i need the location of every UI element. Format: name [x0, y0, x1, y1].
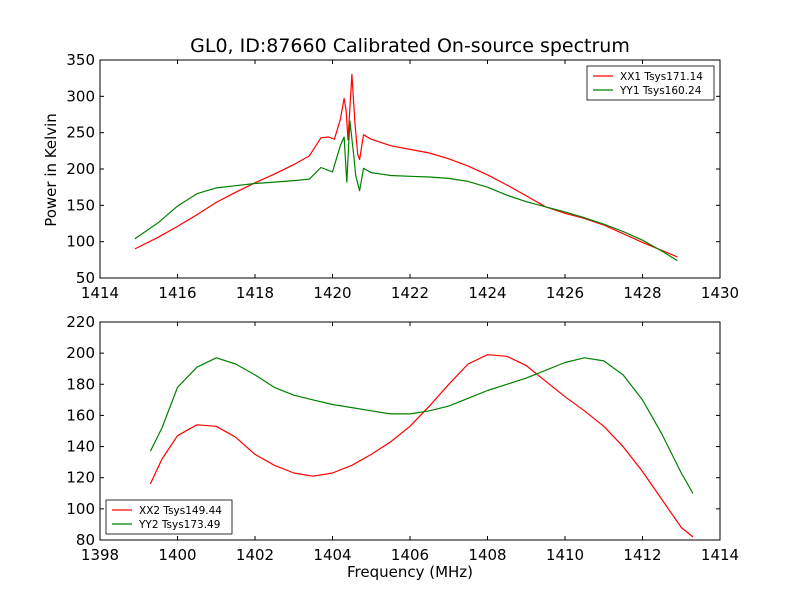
legend-label: XX2 Tsys149.44 [139, 505, 222, 517]
y-tick-label: 180 [66, 375, 95, 393]
x-tick-label: 1420 [313, 284, 351, 302]
x-tick-label: 1414 [701, 546, 739, 564]
plot-frame [99, 321, 721, 541]
y-tick-label: 150 [66, 196, 95, 214]
legend: XX1 Tsys171.14 YY1 Tsys160.24 [586, 65, 715, 101]
x-tick-label: 1430 [701, 284, 739, 302]
series-layer [149, 354, 694, 538]
y-tick-label: 220 [66, 313, 95, 331]
x-tick-label: 1418 [236, 284, 274, 302]
plot-frame [99, 59, 721, 279]
bottom-spectrum-panel: Frequency (MHz) 1398 1400 1402 1404 1406 1408… [66, 313, 739, 581]
y-tick-label: 200 [66, 160, 95, 178]
y-tick-label: 200 [66, 344, 95, 362]
series-line-xx [134, 73, 678, 258]
y-tick-label: 160 [66, 406, 95, 424]
x-tick-label: 1422 [391, 284, 429, 302]
chart-title: GL0, ID:87660 Calibrated On-source spect… [190, 35, 630, 57]
y-tick-label: 140 [66, 438, 95, 456]
series-line-yy [134, 120, 678, 262]
x-axis-label: Frequency (MHz) [347, 563, 473, 581]
y-tick-label: 300 [66, 87, 95, 105]
x-tick-label: 1400 [158, 546, 196, 564]
y-tick-label: 100 [66, 233, 95, 251]
legend-label: XX1 Tsys171.14 [620, 71, 703, 83]
legend-label: YY2 Tsys173.49 [138, 519, 220, 531]
series-line-yy [149, 357, 694, 494]
x-tick-label: 1406 [391, 546, 429, 564]
tick-layer: 1398 1400 1402 1404 1406 1408 1410 1412 1414 80 10… [66, 313, 739, 564]
x-tick-label: 1410 [546, 546, 584, 564]
x-tick-label: 1402 [236, 546, 274, 564]
legend-box [105, 499, 233, 535]
legend-box [586, 65, 715, 101]
y-tick-label: 80 [76, 531, 95, 549]
tick-layer: 1414 1416 1418 1420 1422 1424 1426 1428 1430 50 10… [66, 51, 739, 302]
x-tick-label: 1428 [623, 284, 661, 302]
y-tick-label: 50 [76, 269, 95, 287]
x-tick-label: 1424 [468, 284, 506, 302]
x-tick-label: 1408 [468, 546, 506, 564]
x-tick-label: 1412 [623, 546, 661, 564]
x-tick-label: 1416 [158, 284, 196, 302]
x-tick-label: 1414 [81, 284, 119, 302]
x-tick-label: 1426 [546, 284, 584, 302]
y-tick-label: 350 [66, 51, 95, 69]
y-tick-label: 250 [66, 124, 95, 142]
y-tick-label: 120 [66, 469, 95, 487]
top-spectrum-panel: GL0, ID:87660 Calibrated On-source spect… [42, 35, 739, 302]
x-tick-label: 1398 [81, 546, 119, 564]
series-line-xx [149, 354, 694, 538]
legend-label: YY1 Tsys160.24 [619, 85, 702, 97]
legend: XX2 Tsys149.44 YY2 Tsys173.49 [105, 499, 233, 535]
x-tick-label: 1404 [313, 546, 351, 564]
series-layer [134, 73, 678, 262]
y-axis-label: Power in Kelvin [42, 113, 60, 227]
y-tick-label: 100 [66, 500, 95, 518]
